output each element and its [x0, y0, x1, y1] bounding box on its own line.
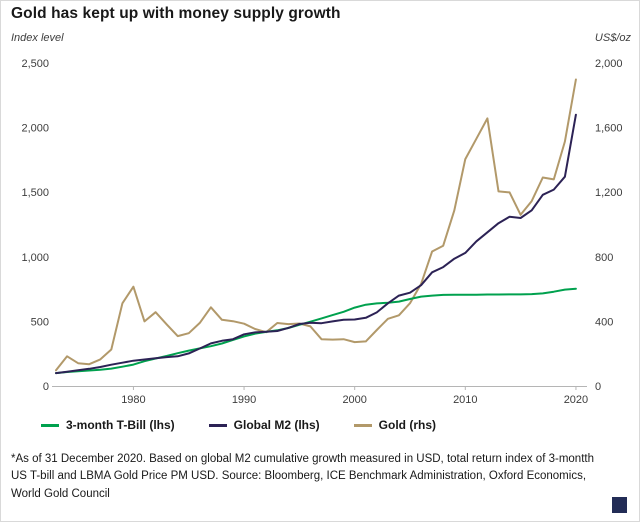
left-tick-label: 2,500: [21, 58, 49, 70]
x-tick-label: 1990: [232, 394, 256, 406]
legend-swatch: [208, 423, 227, 427]
x-tick-label: 1980: [121, 394, 145, 406]
left-tick-label: 1,000: [21, 252, 49, 264]
line-chart: 1980 1990 2000 2010 2020 2,500 2,000 1,500 1,000…: [21, 58, 623, 406]
left-tick-label: 0: [43, 381, 49, 393]
right-tick-label: 1,600: [595, 123, 623, 135]
right-tick-label: 1,200: [595, 187, 623, 199]
series-line-gold-rhs-: [55, 78, 577, 372]
footnote: *As of 31 December 2020. Based on global…: [11, 453, 594, 500]
legend-item: Global M2 (lhs): [208, 418, 320, 432]
legend-swatch: [353, 423, 372, 427]
right-axis-title: US$/oz: [594, 32, 631, 44]
legend-label: Global M2 (lhs): [233, 418, 320, 432]
left-axis-title: Index level: [11, 32, 64, 44]
legend-label: Gold (rhs): [378, 418, 436, 432]
x-tick-label: 2010: [453, 394, 477, 406]
series-line-global-m2-lhs-: [55, 113, 577, 375]
x-tick-label: 2020: [564, 394, 588, 406]
right-tick-label: 2,000: [595, 58, 623, 70]
series-line-3-month-t-bill-lhs-: [55, 287, 577, 375]
left-tick-label: 1,500: [21, 187, 49, 199]
left-tick-label: 2,000: [21, 123, 49, 135]
legend-label: 3-month T-Bill (lhs): [66, 418, 175, 432]
right-tick-label: 400: [595, 316, 613, 328]
logo-mark: [612, 497, 627, 513]
legend-item: Gold (rhs): [353, 418, 436, 432]
legend-swatch: [41, 423, 59, 427]
chart-legend: 3-month T-Bill (lhs) Global M2 (lhs) Gold …: [41, 418, 629, 432]
right-tick-label: 0: [595, 381, 601, 393]
x-tick-label: 2000: [342, 394, 366, 406]
legend-item: 3-month T-Bill (lhs): [41, 418, 175, 432]
right-tick-label: 800: [595, 252, 613, 264]
left-tick-label: 500: [31, 316, 49, 328]
chart-title: Gold has kept up with money supply growt…: [11, 5, 341, 22]
